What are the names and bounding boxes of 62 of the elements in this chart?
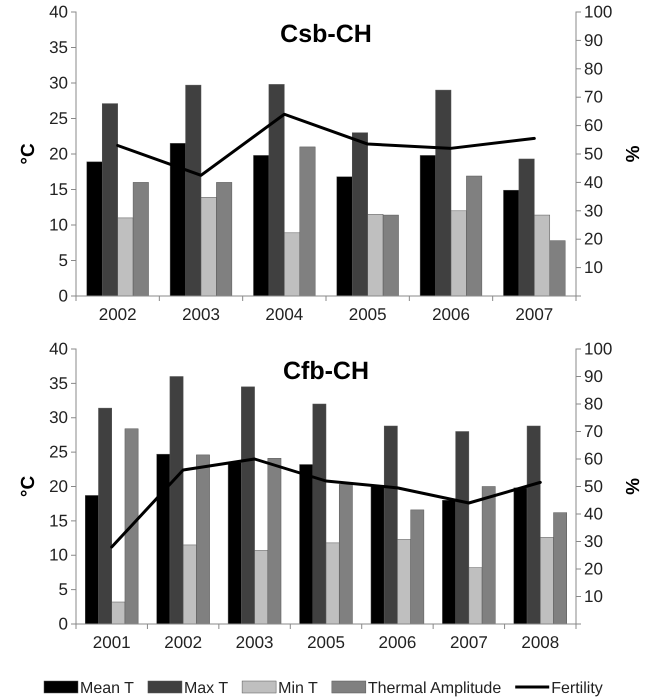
- x-tick-label: 2002: [164, 633, 202, 652]
- y2-tick-label: 10: [584, 586, 603, 606]
- y-tick-label: 35: [49, 38, 68, 57]
- x-tick-label: 2003: [182, 305, 220, 324]
- y2-tick-label: 100: [584, 339, 612, 358]
- x-tick-label: 2001: [92, 633, 131, 652]
- x-tick-label: 2006: [378, 633, 416, 652]
- y-axis-title: °C: [18, 476, 39, 498]
- y2-axis-title: %: [621, 478, 642, 496]
- y-tick-label: 10: [49, 215, 68, 234]
- legend-label: Thermal Amplitude: [368, 680, 502, 697]
- x-tick-label: 2007: [450, 633, 488, 652]
- y-tick-label: 20: [49, 476, 68, 496]
- y2-tick-label: 20: [584, 230, 603, 249]
- x-tick-label: 2005: [348, 305, 387, 324]
- y-tick-label: 10: [49, 546, 68, 565]
- chart-title: Cfb-CH: [282, 357, 370, 385]
- y-tick-label: 40: [49, 339, 68, 358]
- y2-tick-label: 90: [584, 30, 603, 50]
- x-tick-label: 2008: [521, 633, 560, 652]
- y2-tick-label: 20: [584, 559, 603, 578]
- x-tick-label: 2007: [515, 305, 554, 324]
- y2-tick-label: 50: [584, 476, 603, 496]
- y-tick-label: 40: [49, 2, 68, 22]
- y2-tick-label: 80: [584, 394, 603, 414]
- y2-tick-label: 80: [584, 59, 603, 78]
- y2-tick-label: 30: [584, 201, 603, 220]
- y2-tick-label: 100: [584, 2, 612, 22]
- y2-tick-label: 10: [584, 258, 603, 278]
- x-tick-label: 2004: [265, 305, 304, 324]
- x-tick-label: 2002: [98, 305, 137, 324]
- y-tick-label: 0: [58, 286, 68, 306]
- x-tick-label: 2006: [432, 305, 470, 324]
- y2-tick-label: 30: [584, 532, 603, 551]
- y-tick-label: 15: [49, 511, 68, 530]
- y2-tick-label: 60: [584, 116, 603, 136]
- y2-tick-label: 70: [584, 88, 603, 107]
- y-tick-label: 15: [49, 180, 68, 199]
- legend-label: Fertility: [551, 680, 603, 697]
- legend-label: Mean T: [80, 680, 134, 697]
- y-tick-label: 25: [49, 108, 68, 128]
- y2-tick-label: 70: [584, 422, 603, 441]
- chart-title: Csb-CH: [280, 20, 372, 48]
- y2-tick-label: 40: [584, 504, 603, 524]
- legend-label: Min T: [278, 680, 318, 697]
- y-tick-label: 5: [58, 580, 68, 600]
- y-tick-label: 30: [49, 73, 68, 92]
- y-tick-label: 20: [49, 144, 68, 164]
- y-tick-label: 0: [58, 614, 68, 634]
- y2-tick-label: 50: [584, 144, 603, 164]
- y-tick-label: 30: [49, 408, 68, 428]
- y2-tick-label: 40: [584, 172, 603, 192]
- y-axis-title: °C: [18, 143, 39, 165]
- y2-tick-label: 90: [584, 366, 603, 386]
- y2-tick-label: 60: [584, 449, 603, 468]
- x-tick-label: 2005: [307, 633, 345, 652]
- x-tick-label: 2003: [236, 633, 274, 652]
- y-tick-label: 35: [49, 374, 68, 393]
- y-tick-label: 5: [58, 250, 68, 270]
- y2-axis-title: %: [621, 146, 642, 163]
- legend-label: Max T: [184, 680, 228, 697]
- y-tick-label: 25: [49, 442, 68, 462]
